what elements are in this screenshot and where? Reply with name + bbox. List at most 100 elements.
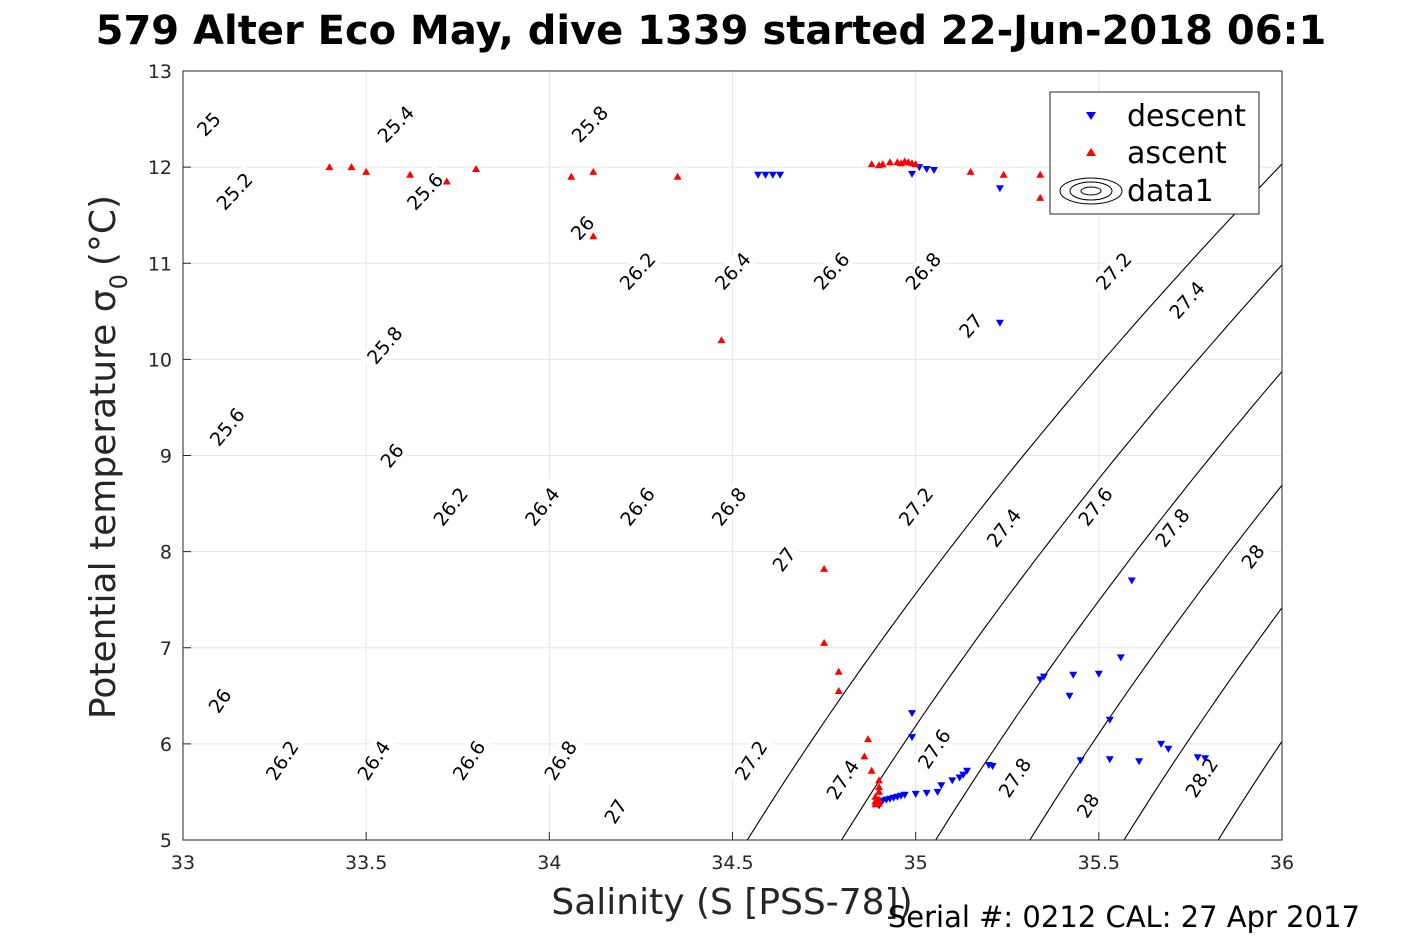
descent-marker [1201,755,1210,763]
contour-label-halo [1147,500,1197,555]
y-axis-label: Potential temperature σ0 (°C) [83,195,133,719]
descent-marker [948,777,957,785]
contour-label-halo [398,164,451,218]
density-contour-line [1301,52,1417,859]
descent-marker [933,788,942,796]
x-tick-label: 36 [1270,852,1294,874]
contour-label-halo [517,479,567,534]
contour-label-halo [208,164,261,218]
ascent-marker [673,172,682,180]
descent-marker [995,319,1004,327]
ascent-marker [875,783,883,791]
contour-label-halo [1087,244,1140,298]
descent-marker [1105,716,1114,724]
ascent-marker [325,163,334,171]
density-contour-line [840,264,1282,840]
y-tick-label: 10 [148,349,172,371]
x-axis-ticks: 33 33.5 34 34.5 35 35.5 36 [171,832,1294,874]
descent-marker [1193,754,1202,762]
ascent-marker [871,800,880,808]
descent-marker [955,774,964,782]
descent-marker [1164,745,1173,753]
legend-data1-label: data1 [1127,174,1214,209]
ascent-marker [966,167,975,175]
contour-label-halo [818,751,866,808]
contour-label-halo [202,682,237,719]
ascent-marker [864,735,872,743]
density-contour-line [1029,484,1282,840]
descent-marker [768,171,777,179]
descent-marker [959,771,968,779]
contour-label-halo [1161,273,1213,327]
descent-marker [1069,671,1078,679]
x-tick-label: 34.5 [711,852,753,874]
contour-label-halo [766,541,802,578]
data-markers [325,157,1210,810]
ascent-marker [871,792,880,800]
contour-label-halo [890,479,941,534]
contour-label-halo [978,500,1029,555]
contour-label-halo [359,318,410,372]
y-tick-label: 13 [148,61,172,83]
y-tick-label: 6 [160,734,172,756]
ascent-marker [362,167,371,175]
ascent-marker [406,170,415,178]
contour-label-halo [952,307,989,344]
density-contour-line [1123,606,1282,840]
y-axis-ticks: 5 6 7 8 9 10 11 12 13 [148,61,191,852]
ascent-marker [999,170,1008,178]
ascent-marker [820,564,829,572]
contour-label-halo [369,97,422,151]
contour-label-halo [258,732,306,788]
serial-calibration-note: Serial #: 0212 CAL: 27 Apr 2017 [888,900,1360,934]
density-contours [746,52,1417,859]
descent-marker [984,762,993,769]
descent-marker [908,170,916,178]
descent-marker [1116,654,1125,662]
descent-marker [908,734,916,742]
contour-label-halo [190,105,227,142]
descent-marker [761,171,770,179]
ascent-marker [589,167,598,175]
contour-label-halo [910,720,958,777]
contour-label-halo [805,244,858,298]
descent-marker [922,789,931,797]
ascent-marker [442,177,451,185]
contour-label-halo [611,244,663,298]
density-contour-line [1395,52,1417,859]
contour-label-halo [445,732,493,788]
density-contour-line [935,370,1282,840]
ascent-marker [472,165,481,172]
contour-label-halo [1177,749,1225,806]
contour-label-halo [349,732,398,788]
x-axis-label: Salinity (S [PSS-78]) [551,882,912,923]
contour-label-halo [374,437,410,474]
ascent-marker [834,687,843,694]
descent-marker [930,167,938,174]
ascent-marker [878,160,887,168]
legend-ascent-label: ascent [1127,136,1227,171]
descent-marker [908,710,916,718]
descent-marker [1105,756,1114,764]
ascent-marker [834,667,843,675]
contour-label-halo [598,793,633,830]
contour-label-halo [727,732,775,788]
ascent-marker [347,163,356,171]
ascent-marker [589,232,598,240]
ascent-marker [911,160,920,168]
descent-marker [776,171,785,179]
contour-label-halo [612,479,663,534]
x-tick-label: 33.5 [345,852,387,874]
descent-marker [1039,673,1048,681]
contour-label-halo [706,244,759,298]
density-contour-line [746,163,1282,840]
contour-label-halo [564,209,601,246]
ascent-marker [1036,170,1045,178]
descent-marker [937,782,946,790]
contour-label-halo [425,479,476,534]
legend-descent-marker [1086,112,1096,120]
contour-label-halo [1070,787,1105,824]
descent-marker [754,171,763,179]
y-tick-label: 7 [160,638,172,660]
